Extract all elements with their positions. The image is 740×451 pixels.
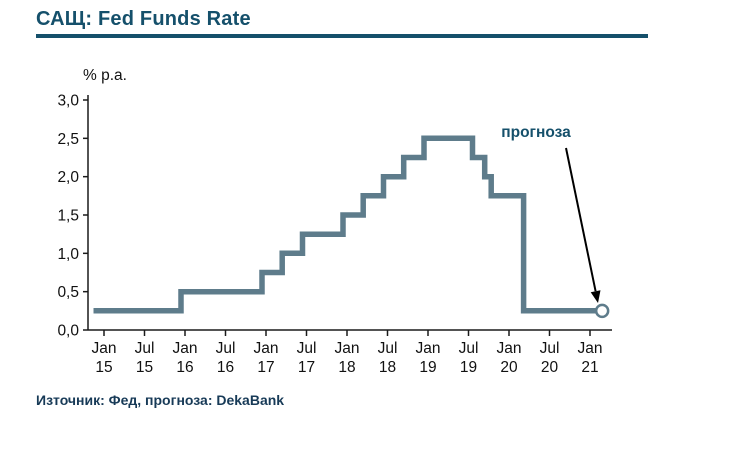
x-tick-label: 19 [419,359,436,376]
x-tick-label: Jul [378,340,398,357]
fed-funds-rate-line [93,135,603,314]
y-tick-label: 2,0 [57,169,79,186]
y-tick-label: 1,0 [57,246,79,263]
x-tick-label: 15 [95,359,112,376]
x-tick-label: Jan [578,340,603,357]
x-tick-label: Jan [335,340,360,357]
y-tick-label: 2,5 [57,131,79,148]
forecast-arrowhead-icon [590,290,601,303]
x-tick-label: Jul [540,340,560,357]
x-tick-label: Jul [459,340,479,357]
x-tick-label: Jan [173,340,198,357]
y-axis-unit-label: % p.a. [83,67,127,84]
y-tick-label: 1,5 [57,208,79,225]
page-title: САЩ: Fed Funds Rate [36,8,251,30]
x-tick-label: 17 [257,359,274,376]
forecast-marker [594,303,610,319]
x-tick-label: Jul [135,340,155,357]
x-tick-label: 20 [541,359,559,376]
y-tick-label: 3,0 [57,93,79,110]
x-tick-label: Jan [92,340,117,357]
x-tick-label: 16 [217,359,234,376]
x-tick-label: 18 [379,359,396,376]
x-tick-label: Jan [254,340,279,357]
x-tick-label: 16 [176,359,193,376]
x-tick-label: 17 [298,359,315,376]
x-tick-label: 18 [338,359,355,376]
forecast-arrow-line [565,147,597,292]
x-tick-label: Jan [497,340,522,357]
y-tick-label: 0,5 [57,284,79,301]
x-tick-label: 20 [500,359,518,376]
x-tick-label: 21 [581,359,598,376]
x-tick-label: Jul [297,340,317,357]
forecast-annotation-label: прогноза [501,124,571,141]
x-tick-label: 19 [460,359,477,376]
source-note: Източник: Фед, прогноза: DekaBank [36,392,285,408]
x-tick-label: Jul [216,340,236,357]
x-tick-label: 15 [136,359,153,376]
y-tick-label: 0,0 [57,323,79,340]
x-tick-label: Jan [416,340,441,357]
title-rule [36,34,648,38]
